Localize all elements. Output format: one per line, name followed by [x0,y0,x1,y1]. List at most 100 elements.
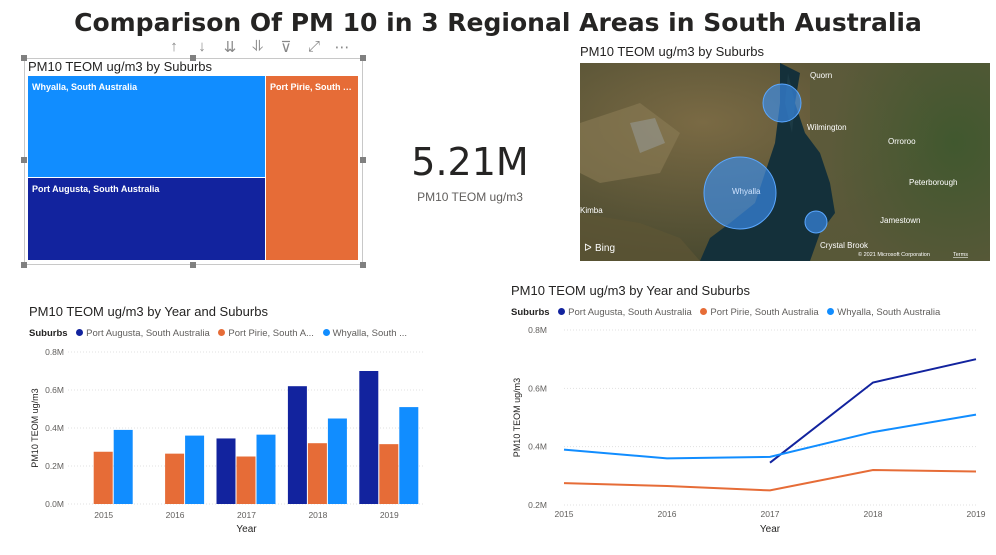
x-tick-label: 2015 [94,510,113,520]
y-axis-title: PM10 TEOM ug/m3 [30,388,40,467]
map-bubble-port-pirie[interactable] [804,210,828,234]
x-tick-label: 2019 [380,510,399,520]
bar-chart-title: PM10 TEOM ug/m3 by Year and Suburbs [29,304,268,319]
line-chart-legend: Suburbs Port Augusta, South Australia Po… [511,307,940,318]
more-options-icon[interactable]: ⋯ [334,39,350,56]
x-tick-label: 2017 [761,509,780,519]
bar [93,451,113,504]
legend-item-whyalla[interactable]: Whyalla, South Australia [837,307,941,318]
map-label-wilmington: Wilmington [807,123,847,132]
map-label-whyalla: Whyalla [732,187,761,196]
legend-dot [558,308,566,315]
legend-item-port-augusta[interactable]: Port Augusta, South Australia [568,307,692,318]
page-title: Comparison Of PM 10 in 3 Regional Areas … [74,8,922,37]
x-axis-title: Year [760,524,781,535]
legend-item-whyalla[interactable]: Whyalla, South ... [332,328,408,339]
bar [113,429,133,504]
bar [256,434,276,504]
resize-handle[interactable] [360,262,366,268]
bar [287,386,307,504]
y-tick-label: 0.2M [528,500,547,510]
go-to-next-level-icon[interactable]: ⇊ [223,39,237,56]
x-tick-label: 2016 [658,509,677,519]
drill-down-icon[interactable]: ↓ [198,38,206,55]
y-tick-label: 0.2M [45,461,64,471]
series-line [563,468,977,492]
y-tick-label: 0.4M [45,423,64,433]
bar [216,438,236,504]
line-chart: 0.2M 0.4M 0.6M 0.8M 2015 2016 2017 2018 2019 Year… [512,325,986,535]
line-chart-title: PM10 TEOM ug/m3 by Year and Suburbs [511,283,750,298]
y-tick-label: 0.4M [528,442,547,452]
x-tick-label: 2016 [166,510,185,520]
resize-handle[interactable] [190,262,196,268]
legend-item-port-pirie[interactable]: Port Pirie, South A... [228,328,314,339]
resize-handle[interactable] [360,157,366,163]
bar-chart-legend: Suburbs Port Augusta, South Australia Po… [29,328,407,339]
treemap-selection-frame[interactable] [21,55,366,268]
treemap-title: PM10 TEOM ug/m3 by Suburbs [28,59,213,74]
map-label-jamestown: Jamestown [880,216,920,225]
focus-mode-icon[interactable]: ⤢ [307,38,320,55]
bar [307,443,327,504]
x-tick-label: 2015 [555,509,574,519]
legend-item-port-pirie[interactable]: Port Pirie, South Australia [710,307,819,318]
bar [327,418,347,504]
bar [236,456,256,504]
filter-icon[interactable]: ⊽ [280,39,292,56]
map-title: PM10 TEOM ug/m3 by Suburbs [580,44,765,59]
expand-hierarchy-icon[interactable]: ⥥ [252,38,264,55]
resize-handle[interactable] [21,55,27,61]
x-tick-label: 2018 [864,509,883,519]
bar [359,371,379,504]
map-bubble-whyalla[interactable] [703,156,777,230]
legend-item-port-augusta[interactable]: Port Augusta, South Australia [86,328,210,339]
legend-dot [76,329,84,336]
legend-dot [322,329,330,336]
x-tick-label: 2019 [967,509,986,519]
map-label-orroroo: Orroroo [888,137,916,146]
x-tick-label: 2017 [237,510,256,520]
map-label-kimba: Kimba [580,206,603,215]
bar [165,453,185,504]
resize-handle[interactable] [190,55,196,61]
legend-dot [218,329,226,336]
treemap-cell-port-pirie[interactable]: Port Pirie, South Australia [266,76,358,260]
bar [399,407,419,504]
legend-title: Suburbs [29,328,68,339]
y-tick-label: 0.8M [528,325,547,335]
y-tick-label: 0.6M [45,385,64,395]
resize-handle[interactable] [360,55,366,61]
y-tick-label: 0.0M [45,499,64,509]
y-tick-label: 0.6M [528,383,547,393]
y-tick-label: 0.8M [45,347,64,357]
map-terms-link[interactable]: Terms [953,252,968,258]
legend-dot [700,308,708,315]
kpi-label: PM10 TEOM ug/m3 [417,190,523,204]
drill-up-icon[interactable]: ↑ [170,38,178,55]
x-axis-title: Year [236,524,257,535]
visual-toolbar: ↑ ↓ ⇊ ⥥ ⊽ ⤢ ⋯ [165,38,351,56]
treemap: Whyalla, South Australia Port Augusta, S… [28,76,358,260]
x-tick-label: 2018 [308,510,327,520]
legend-dot [827,308,835,315]
bing-label: Bing [595,243,615,254]
kpi-value: 5.21M [411,140,529,184]
treemap-cell-whyalla[interactable]: Whyalla, South Australia [28,76,266,178]
map-label-crystal-brook: Crystal Brook [820,241,869,250]
map-label-peterborough: Peterborough [909,178,957,187]
map[interactable]: Quorn Wilmington Orroroo Whyalla Peterbo… [580,63,990,261]
bar [379,444,399,504]
resize-handle[interactable] [21,157,27,163]
treemap-cell-port-augusta[interactable]: Port Augusta, South Australia [28,178,266,260]
bar [185,435,205,504]
bing-logo: ᐅ [584,243,592,254]
kpi-card: 5.21M PM10 TEOM ug/m3 [380,140,560,204]
resize-handle[interactable] [21,262,27,268]
series-line [563,413,977,460]
bar-chart: 0.0M 0.2M 0.4M 0.6M 0.8M 2015 2016 2017 2018 2019… [30,347,425,535]
map-bubble-port-augusta[interactable] [762,83,802,123]
map-label-quorn: Quorn [810,71,832,80]
series-line [769,358,977,464]
satellite-map[interactable]: Quorn Wilmington Orroroo Whyalla Peterbo… [580,63,990,261]
